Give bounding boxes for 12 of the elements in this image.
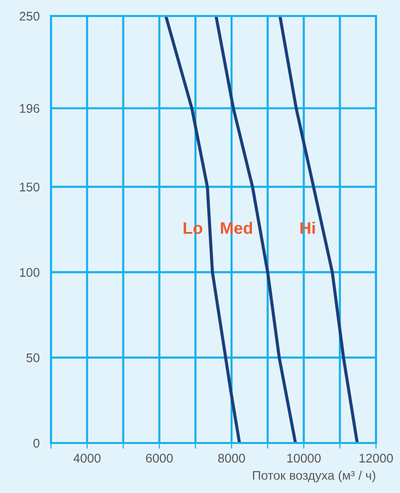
- y-tick-label: 50: [26, 353, 40, 362]
- x-tick-label: 4000: [73, 454, 101, 463]
- x-tick-label: 10000: [287, 454, 321, 463]
- y-tick-label: 0: [33, 438, 40, 448]
- y-tick-label: 100: [20, 268, 40, 277]
- x-tick-label: 6000: [146, 454, 173, 463]
- y-tick-label: 250: [20, 12, 40, 21]
- y-tick-label: 196: [20, 104, 40, 113]
- x-tick-label: 12000: [360, 454, 393, 463]
- x-tick-label: 8000: [218, 454, 245, 463]
- x-axis-title: Поток воздуха (м³ / ч): [253, 470, 376, 482]
- y-tick-label: 150: [20, 182, 40, 192]
